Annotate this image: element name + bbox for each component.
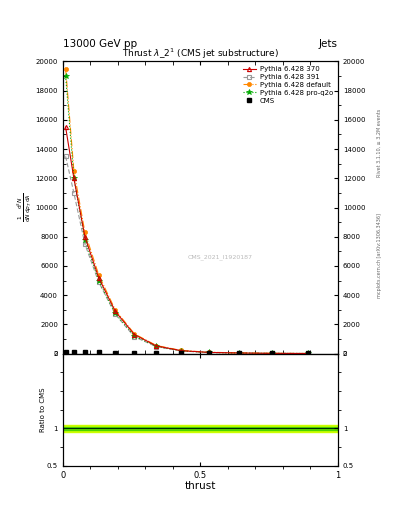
- Line: Pythia 6.428 default: Pythia 6.428 default: [64, 67, 310, 355]
- CMS: [154, 350, 159, 356]
- Pythia 6.428 391: [179, 348, 184, 354]
- Pythia 6.428 pro-q2o: [237, 350, 241, 356]
- Y-axis label: $\frac{1}{\mathrm{d}N}\frac{\mathrm{d}^2N}{\mathrm{d}p_T\,\mathrm{d}\lambda}$: $\frac{1}{\mathrm{d}N}\frac{\mathrm{d}^2…: [16, 193, 34, 222]
- Pythia 6.428 pro-q2o: [206, 349, 211, 355]
- CMS: [237, 350, 241, 356]
- CMS: [132, 350, 137, 356]
- Pythia 6.428 default: [96, 272, 101, 278]
- Pythia 6.428 391: [72, 190, 76, 196]
- Pythia 6.428 default: [179, 347, 184, 353]
- Line: Pythia 6.428 391: Pythia 6.428 391: [64, 154, 310, 356]
- Pythia 6.428 pro-q2o: [72, 175, 76, 181]
- Pythia 6.428 391: [132, 334, 137, 340]
- Title: Thrust $\lambda\_2^1$ (CMS jet substructure): Thrust $\lambda\_2^1$ (CMS jet substruct…: [122, 47, 279, 61]
- Text: CMS_2021_I1920187: CMS_2021_I1920187: [187, 254, 252, 260]
- Pythia 6.428 default: [237, 350, 241, 356]
- CMS: [96, 349, 101, 355]
- Line: Pythia 6.428 370: Pythia 6.428 370: [64, 125, 310, 355]
- Legend: Pythia 6.428 370, Pythia 6.428 391, Pythia 6.428 default, Pythia 6.428 pro-q2o, : Pythia 6.428 370, Pythia 6.428 391, Pyth…: [241, 65, 334, 105]
- Line: CMS: CMS: [64, 350, 310, 355]
- Pythia 6.428 pro-q2o: [179, 348, 184, 354]
- Pythia 6.428 370: [206, 349, 211, 355]
- Pythia 6.428 370: [154, 343, 159, 349]
- Pythia 6.428 370: [132, 331, 137, 337]
- Pythia 6.428 391: [206, 350, 211, 356]
- Pythia 6.428 391: [154, 344, 159, 350]
- Pythia 6.428 391: [305, 350, 310, 356]
- Pythia 6.428 default: [72, 168, 76, 174]
- Y-axis label: Ratio to CMS: Ratio to CMS: [40, 388, 46, 432]
- CMS: [270, 350, 274, 356]
- Text: mcplots.cern.ch [arXiv:1306.3436]: mcplots.cern.ch [arXiv:1306.3436]: [377, 214, 382, 298]
- CMS: [179, 350, 184, 356]
- Pythia 6.428 pro-q2o: [83, 237, 87, 243]
- Pythia 6.428 default: [132, 331, 137, 337]
- Text: Jets: Jets: [319, 38, 338, 49]
- Pythia 6.428 pro-q2o: [305, 350, 310, 356]
- Pythia 6.428 370: [83, 233, 87, 240]
- Pythia 6.428 pro-q2o: [132, 333, 137, 339]
- Pythia 6.428 391: [237, 350, 241, 356]
- Text: 13000 GeV pp: 13000 GeV pp: [63, 38, 137, 49]
- Pythia 6.428 391: [270, 350, 274, 356]
- Pythia 6.428 default: [154, 343, 159, 349]
- Pythia 6.428 default: [83, 229, 87, 236]
- Pythia 6.428 391: [83, 241, 87, 247]
- Pythia 6.428 370: [63, 124, 68, 130]
- Pythia 6.428 370: [113, 308, 118, 314]
- Pythia 6.428 370: [237, 350, 241, 356]
- Pythia 6.428 370: [305, 350, 310, 356]
- Pythia 6.428 default: [113, 307, 118, 313]
- Pythia 6.428 370: [72, 175, 76, 181]
- Pythia 6.428 370: [96, 274, 101, 281]
- X-axis label: thrust: thrust: [185, 481, 216, 491]
- Pythia 6.428 default: [206, 349, 211, 355]
- Pythia 6.428 default: [270, 350, 274, 356]
- Pythia 6.428 391: [96, 279, 101, 285]
- CMS: [72, 349, 76, 355]
- Pythia 6.428 pro-q2o: [154, 344, 159, 350]
- Pythia 6.428 pro-q2o: [96, 278, 101, 284]
- CMS: [63, 349, 68, 355]
- Text: Rivet 3.1.10, ≥ 3.2M events: Rivet 3.1.10, ≥ 3.2M events: [377, 109, 382, 178]
- CMS: [305, 350, 310, 356]
- CMS: [113, 350, 118, 356]
- Pythia 6.428 370: [270, 350, 274, 356]
- CMS: [83, 349, 87, 355]
- CMS: [206, 350, 211, 356]
- Pythia 6.428 default: [305, 350, 310, 356]
- Pythia 6.428 pro-q2o: [113, 310, 118, 316]
- Pythia 6.428 default: [63, 66, 68, 72]
- Pythia 6.428 391: [113, 311, 118, 317]
- Pythia 6.428 370: [179, 348, 184, 354]
- Pythia 6.428 pro-q2o: [270, 350, 274, 356]
- Pythia 6.428 pro-q2o: [63, 73, 68, 79]
- Line: Pythia 6.428 pro-q2o: Pythia 6.428 pro-q2o: [63, 73, 310, 356]
- Pythia 6.428 391: [63, 153, 68, 159]
